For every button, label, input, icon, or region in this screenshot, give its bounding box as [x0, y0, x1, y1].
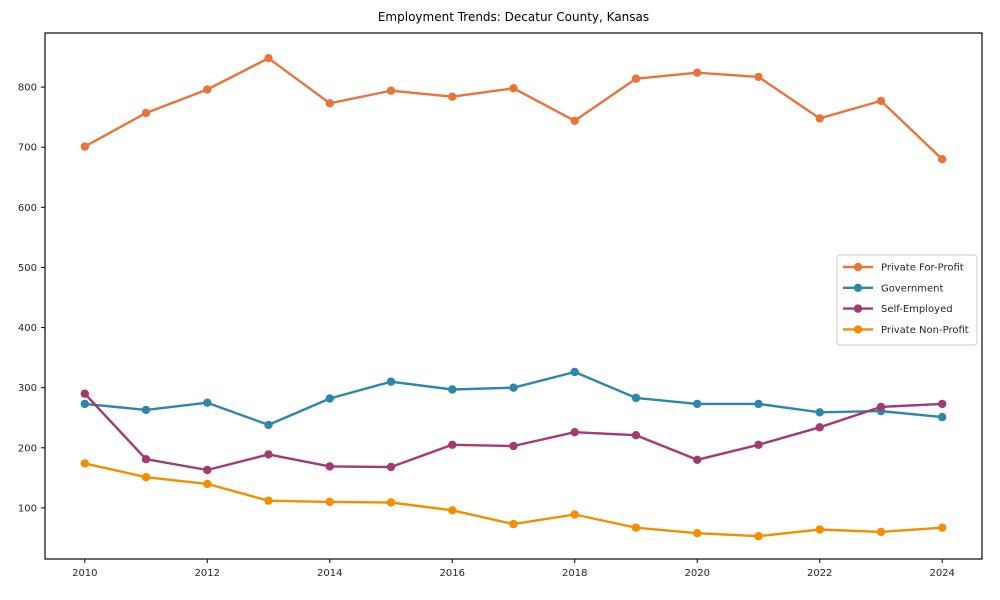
- data-point-self-employed: [386, 462, 396, 472]
- data-point-private-for-profit: [693, 68, 702, 77]
- x-tick-label: 2024: [929, 568, 954, 579]
- data-point-private-for-profit: [264, 54, 273, 63]
- data-point-private-non-profit: [876, 527, 886, 537]
- data-point-private-non-profit: [264, 496, 273, 505]
- data-point-private-non-profit: [754, 532, 763, 541]
- y-tick-label: 200: [18, 443, 37, 454]
- data-point-government: [938, 412, 947, 422]
- y-tick-label: 800: [18, 83, 37, 94]
- legend-item-self-employed: Self-Employed: [843, 304, 953, 315]
- data-point-private-non-profit: [386, 498, 396, 507]
- data-point-private-non-profit: [815, 525, 824, 534]
- data-point-self-employed: [80, 389, 90, 398]
- data-point-private-for-profit: [141, 108, 151, 118]
- data-point-private-non-profit: [80, 459, 90, 468]
- y-tick-label: 600: [18, 203, 37, 214]
- x-tick-label: 2020: [684, 568, 709, 579]
- data-point-government: [203, 398, 212, 407]
- data-point-self-employed: [570, 428, 579, 437]
- data-point-private-for-profit: [631, 74, 641, 83]
- data-point-self-employed: [938, 399, 947, 409]
- x-tick-label: 2010: [72, 568, 97, 579]
- legend-item-private-for-profit: Private For-Profit: [843, 263, 964, 274]
- data-point-government: [631, 393, 641, 403]
- data-point-private-non-profit: [141, 473, 151, 482]
- data-point-private-non-profit: [938, 523, 947, 532]
- data-point-private-for-profit: [876, 96, 886, 106]
- data-point-government: [325, 394, 334, 403]
- data-point-private-non-profit: [509, 519, 518, 529]
- data-point-private-for-profit: [754, 72, 763, 82]
- data-point-government: [570, 367, 579, 377]
- legend-label: Self-Employed: [881, 304, 953, 315]
- x-tick-label: 2012: [195, 568, 220, 579]
- data-point-private-for-profit: [448, 92, 457, 101]
- data-point-government: [80, 399, 90, 409]
- data-point-government: [141, 405, 151, 415]
- y-tick-label: 100: [18, 503, 37, 514]
- plot-area: [44, 32, 983, 560]
- data-point-private-for-profit: [509, 84, 518, 93]
- data-point-government: [448, 385, 457, 394]
- legend-label: Government: [881, 283, 943, 294]
- data-point-self-employed: [264, 450, 273, 459]
- data-point-private-for-profit: [938, 155, 947, 164]
- legend-marker: [853, 304, 863, 313]
- legend-item-government: Government: [843, 283, 943, 294]
- data-point-self-employed: [325, 462, 334, 471]
- legend-label: Private For-Profit: [881, 263, 964, 274]
- data-point-government: [815, 408, 824, 417]
- legend-label: Private Non-Profit: [881, 325, 969, 336]
- data-point-government: [509, 383, 518, 392]
- chart-title: Employment Trends: Decatur County, Kansa…: [378, 10, 649, 24]
- data-point-private-for-profit: [325, 99, 334, 108]
- data-point-self-employed: [754, 440, 763, 449]
- data-point-self-employed: [448, 440, 457, 449]
- y-tick-label: 500: [18, 263, 37, 274]
- data-point-self-employed: [693, 455, 702, 464]
- y-tick-label: 700: [18, 143, 37, 154]
- x-tick-label: 2014: [317, 568, 342, 579]
- data-point-private-for-profit: [570, 116, 579, 126]
- x-tick-label: 2018: [562, 568, 587, 579]
- x-tick-label: 2016: [440, 568, 465, 579]
- legend-item-private-non-profit: Private Non-Profit: [843, 325, 969, 336]
- data-point-self-employed: [203, 465, 212, 475]
- legend: Private For-Profit Government Self-Employe…: [836, 254, 978, 346]
- legend-marker: [853, 283, 863, 292]
- data-point-self-employed: [509, 441, 518, 451]
- series-line-government: [83, 370, 944, 427]
- data-point-private-non-profit: [448, 506, 457, 515]
- data-point-private-for-profit: [815, 114, 824, 123]
- x-tick-label: 2022: [807, 568, 832, 579]
- data-point-private-non-profit: [325, 497, 334, 507]
- data-point-government: [754, 399, 763, 409]
- data-point-self-employed: [631, 431, 641, 440]
- data-point-self-employed: [876, 402, 886, 412]
- data-point-private-non-profit: [631, 523, 641, 532]
- data-point-private-non-profit: [693, 529, 702, 538]
- y-tick-label: 300: [18, 383, 37, 394]
- data-point-self-employed: [141, 455, 151, 464]
- data-point-private-for-profit: [203, 85, 212, 94]
- data-point-private-for-profit: [80, 142, 90, 151]
- legend-box: [836, 254, 978, 346]
- series-line-private-for-profit: [83, 57, 944, 161]
- data-point-government: [693, 399, 702, 409]
- data-point-private-non-profit: [570, 510, 579, 519]
- legend-marker: [853, 325, 863, 334]
- data-point-government: [386, 377, 396, 386]
- data-point-government: [264, 420, 273, 430]
- data-point-private-for-profit: [386, 86, 396, 95]
- legend-marker: [853, 262, 863, 272]
- data-point-self-employed: [815, 423, 824, 432]
- y-tick-label: 400: [18, 323, 37, 334]
- data-point-private-non-profit: [203, 479, 212, 489]
